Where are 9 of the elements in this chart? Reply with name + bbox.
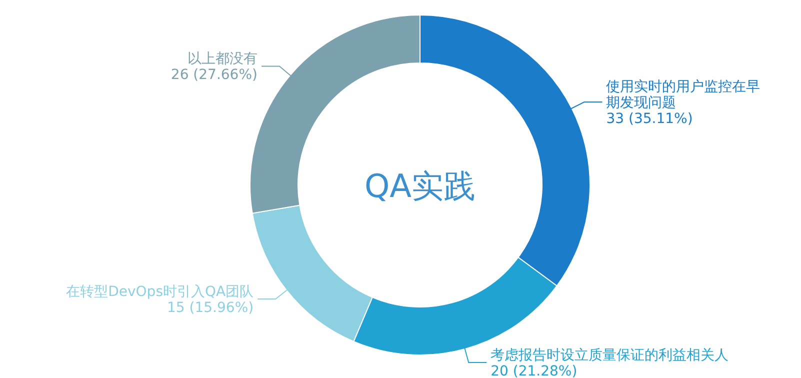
data-label: 33 (35.11%) — [606, 111, 693, 128]
data-label: 20 (21.28%) — [490, 363, 578, 378]
slice-label: 以上都没有 — [187, 51, 258, 68]
slice-label: 使用实时的用户监控在早期发现问题 — [606, 79, 760, 112]
data-label: 26 (27.66%) — [170, 67, 258, 84]
slice-label: 考虑报告时设立质量保证的利益相关人 — [490, 347, 729, 364]
data-label: 15 (15.96%) — [167, 300, 254, 316]
text: QA实践 — [364, 167, 476, 205]
slice-label: 在转型DevOps时引入QA团队 — [66, 284, 254, 300]
